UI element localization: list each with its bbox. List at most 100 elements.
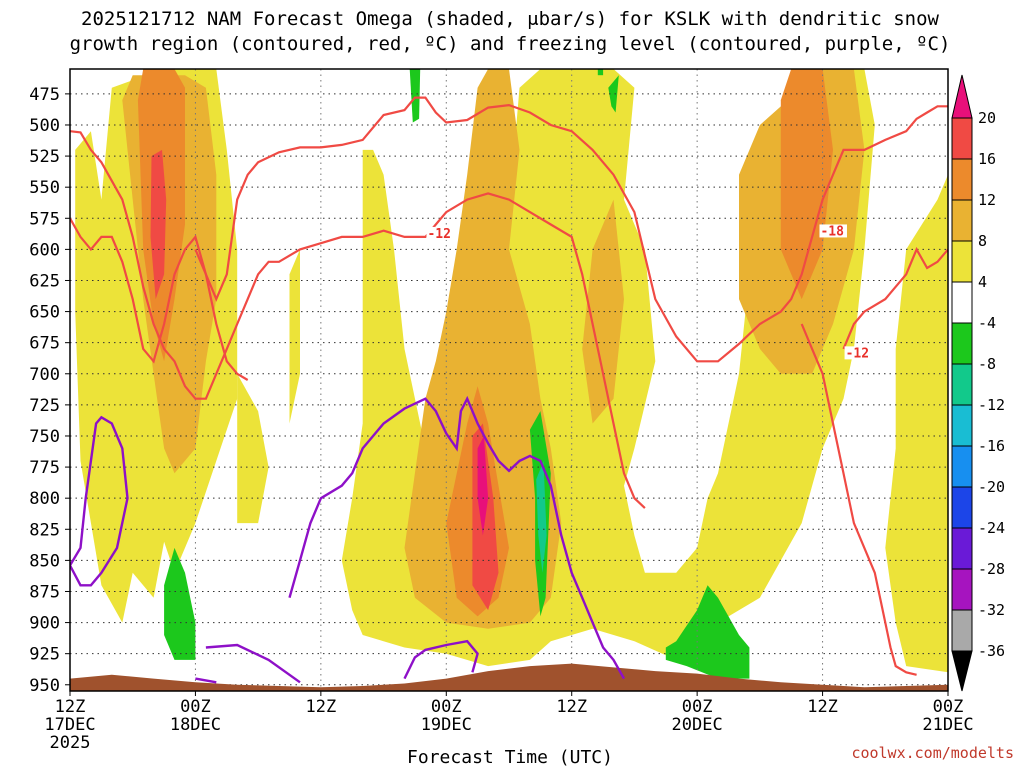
omega-region-20 — [597, 69, 604, 76]
colorbar-bottom-arrow — [951, 650, 973, 692]
omega-region-19 — [665, 585, 750, 679]
dgz-contour-3 — [800, 323, 917, 676]
terrain — [70, 663, 948, 691]
colorbar-label-8: -16 — [978, 437, 1005, 455]
colorbar-bin-6 — [951, 363, 973, 406]
dgz-label-bg-0 — [426, 226, 454, 240]
freezing-level-contours — [70, 395, 626, 684]
credit-text: coolwx.com/modelts — [851, 744, 1014, 762]
x-tick-label-60-2: 20DEC — [672, 715, 723, 735]
chart-title-line1: 2025121712 NAM Forecast Omega (shaded, μ… — [81, 8, 939, 30]
dgz-label-bg-4 — [844, 346, 873, 360]
x-tick-label-84-1: 00Z — [933, 697, 964, 717]
x-tick-label-12-1: 00Z — [180, 697, 211, 717]
x-tick-label-0-3: 2025 — [50, 733, 91, 753]
colorbar-label-4: 4 — [978, 273, 987, 291]
colorbar-bin-3 — [951, 240, 973, 283]
colorbar-label-10: -24 — [978, 519, 1005, 537]
omega-shading — [75, 69, 948, 679]
freezing-contour-0 — [70, 415, 129, 587]
colorbar-label-11: -28 — [978, 560, 1005, 578]
omega-region-13 — [477, 436, 489, 536]
colorbar-bin-0 — [951, 117, 973, 160]
x-tick-label-12-2: 18DEC — [170, 715, 221, 735]
x-tick-label-72-1: 12Z — [807, 697, 838, 717]
y-tick-label-575: 575 — [29, 209, 60, 229]
colorbar: 20 16 12 8 4 -4 -8 -12 -16 -20 -24 -28 -32 -36 — [951, 74, 1005, 692]
y-tick-label-625: 625 — [29, 271, 60, 291]
dgz-contour-0 — [70, 130, 646, 509]
x-tick-label-60-1: 00Z — [682, 697, 713, 717]
dgz-contour-1 — [70, 217, 249, 381]
x-tick-label-36-1: 00Z — [431, 697, 462, 717]
y-tick-label-875: 875 — [29, 582, 60, 602]
y-tick-label-900: 900 — [29, 614, 60, 634]
omega-region-5 — [237, 373, 269, 524]
y-tick-label-600: 600 — [29, 240, 60, 260]
colorbar-bin-5 — [951, 322, 973, 365]
y-tick-label-475: 475 — [29, 85, 60, 105]
colorbar-bin-12 — [951, 609, 973, 652]
y-tick-label-650: 650 — [29, 303, 60, 323]
colorbar-label-13: -36 — [978, 642, 1005, 660]
omega-region-21 — [608, 75, 619, 113]
dgz-contour-2 — [194, 96, 948, 363]
y-tick-label-950: 950 — [29, 676, 60, 696]
omega-region-17 — [536, 460, 547, 573]
freezing-contour-1 — [205, 643, 301, 684]
colorbar-label-9: -20 — [978, 478, 1005, 496]
colorbar-bin-8 — [951, 445, 973, 488]
colorbar-label-7: -12 — [978, 396, 1005, 414]
omega-region-15 — [409, 69, 421, 123]
dgz-label-4: -12 — [846, 346, 869, 361]
x-tick-label-24-1: 12Z — [305, 697, 336, 717]
y-tick-label-800: 800 — [29, 489, 60, 509]
freezing-contour-2 — [195, 677, 217, 684]
freezing-contour-3 — [288, 395, 626, 680]
omega-region-7 — [404, 69, 562, 629]
y-tick-label-775: 775 — [29, 458, 60, 478]
y-tick-label-825: 825 — [29, 520, 60, 540]
colorbar-bin-9 — [951, 486, 973, 529]
colorbar-bin-11 — [951, 568, 973, 611]
colorbar-label-12: -32 — [978, 601, 1005, 619]
colorbar-label-3: 8 — [978, 232, 987, 250]
omega-region-3 — [150, 149, 167, 300]
x-axis-label: Forecast Time (UTC) — [407, 747, 613, 768]
omega-region-4 — [289, 249, 300, 424]
dgz-label-3: -18 — [820, 224, 844, 239]
dgz-label-0: -12 — [427, 227, 450, 242]
x-tick-label-0-2: 17DEC — [44, 715, 95, 735]
omega-region-11 — [780, 69, 833, 300]
omega-region-8 — [582, 199, 624, 424]
x-tick-label-48-1: 12Z — [556, 697, 587, 717]
plot-frame — [69, 68, 949, 692]
y-tick-label-675: 675 — [29, 334, 60, 354]
colorbar-label-1: 16 — [978, 150, 996, 168]
y-tick-label-500: 500 — [29, 116, 60, 136]
chart-title-line2: growth region (contoured, red, ºC) and f… — [70, 33, 951, 55]
y-axis-ticks: 475 500 525 550 575 600 625 650 675 700 725 750 775 8… — [29, 85, 70, 696]
omega-region-14 — [885, 174, 948, 673]
omega-region-18 — [164, 547, 196, 660]
dendritic-growth-contours: -12 -18 -12 — [70, 96, 948, 676]
x-tick-label-36-2: 19DEC — [421, 715, 472, 735]
terrain-area — [70, 663, 948, 691]
colorbar-bin-2 — [951, 199, 973, 242]
colorbar-top-arrow — [951, 74, 973, 119]
y-tick-label-750: 750 — [29, 427, 60, 447]
colorbar-label-6: -8 — [978, 355, 996, 373]
colorbar-label-2: 12 — [978, 191, 996, 209]
y-tick-label-725: 725 — [29, 396, 60, 416]
colorbar-bin-4 — [951, 281, 973, 324]
colorbar-bin-1 — [951, 158, 973, 201]
colorbar-bin-7 — [951, 404, 973, 447]
colorbar-bin-10 — [951, 527, 973, 570]
colorbar-label-0: 20 — [978, 109, 996, 127]
dgz-label-bg-3 — [819, 224, 847, 238]
freezing-contour-4 — [403, 639, 479, 680]
y-tick-label-700: 700 — [29, 365, 60, 385]
y-tick-label-525: 525 — [29, 147, 60, 167]
colorbar-label-5: -4 — [978, 314, 996, 332]
